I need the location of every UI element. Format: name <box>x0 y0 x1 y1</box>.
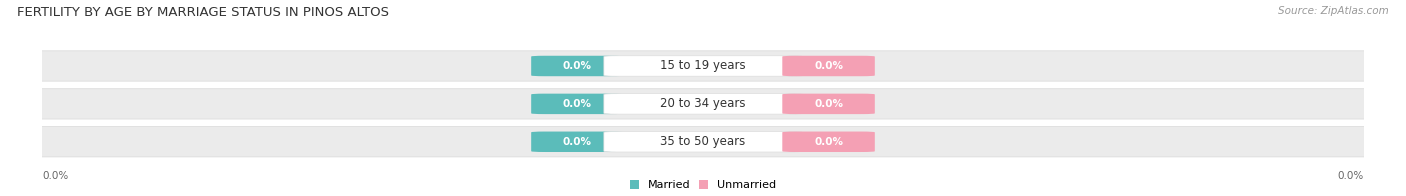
Text: FERTILITY BY AGE BY MARRIAGE STATUS IN PINOS ALTOS: FERTILITY BY AGE BY MARRIAGE STATUS IN P… <box>17 6 389 19</box>
Text: 0.0%: 0.0% <box>562 99 592 109</box>
FancyBboxPatch shape <box>782 132 875 152</box>
Text: 0.0%: 0.0% <box>814 99 844 109</box>
Text: Source: ZipAtlas.com: Source: ZipAtlas.com <box>1278 6 1389 16</box>
Legend: Married, Unmarried: Married, Unmarried <box>630 180 776 191</box>
FancyBboxPatch shape <box>605 132 801 152</box>
Text: 0.0%: 0.0% <box>562 137 592 147</box>
FancyBboxPatch shape <box>782 56 875 76</box>
FancyBboxPatch shape <box>531 94 624 114</box>
Text: 0.0%: 0.0% <box>1337 171 1364 181</box>
FancyBboxPatch shape <box>605 94 801 114</box>
FancyBboxPatch shape <box>15 51 1391 81</box>
FancyBboxPatch shape <box>782 94 875 114</box>
FancyBboxPatch shape <box>15 127 1391 157</box>
FancyBboxPatch shape <box>531 132 624 152</box>
Text: 0.0%: 0.0% <box>42 171 69 181</box>
Text: 0.0%: 0.0% <box>814 61 844 71</box>
FancyBboxPatch shape <box>531 56 624 76</box>
FancyBboxPatch shape <box>15 89 1391 119</box>
Text: 0.0%: 0.0% <box>562 61 592 71</box>
Text: 0.0%: 0.0% <box>814 137 844 147</box>
Text: 35 to 50 years: 35 to 50 years <box>661 135 745 148</box>
Text: 15 to 19 years: 15 to 19 years <box>661 60 745 73</box>
Text: 20 to 34 years: 20 to 34 years <box>661 97 745 110</box>
FancyBboxPatch shape <box>605 56 801 76</box>
